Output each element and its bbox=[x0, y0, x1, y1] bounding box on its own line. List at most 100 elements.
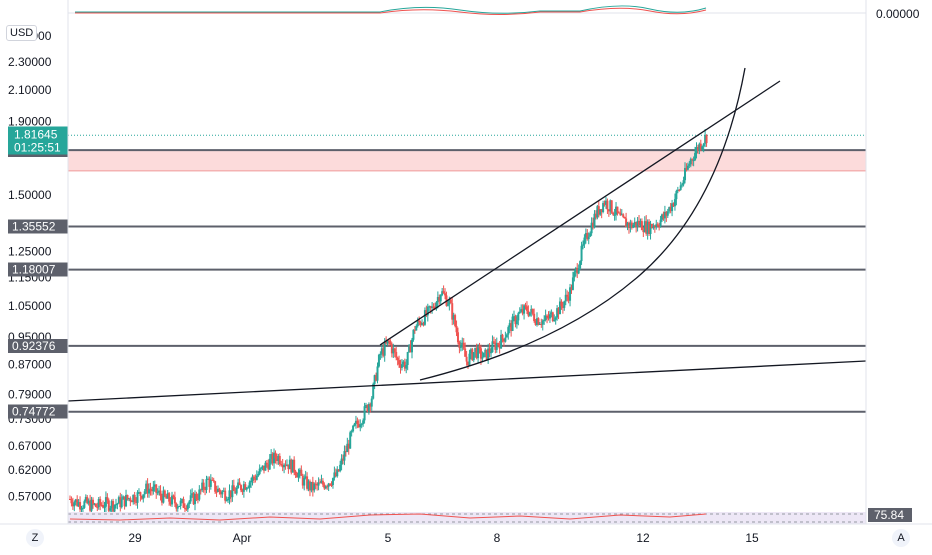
level-tag-bg bbox=[8, 262, 68, 277]
candle-body bbox=[79, 502, 82, 510]
candle-body bbox=[507, 327, 510, 335]
candle-body bbox=[583, 237, 586, 245]
candle-body bbox=[515, 320, 518, 325]
candle-body bbox=[254, 478, 257, 480]
candle-body bbox=[684, 167, 687, 181]
candle-body bbox=[487, 348, 490, 360]
candle-body bbox=[388, 340, 390, 342]
candle-body bbox=[71, 503, 74, 507]
x-tick-label: 12 bbox=[636, 531, 650, 545]
candle-body bbox=[574, 267, 577, 273]
candle-body bbox=[333, 472, 336, 479]
candle-body bbox=[340, 458, 343, 465]
candle-body bbox=[83, 501, 86, 508]
candle-body bbox=[294, 471, 297, 476]
candle-body bbox=[655, 224, 658, 228]
candle-body bbox=[188, 501, 191, 505]
current-price-value: 1.81645 bbox=[14, 127, 58, 141]
candle-body bbox=[227, 498, 230, 501]
candle-body bbox=[90, 499, 93, 511]
candle-body bbox=[642, 230, 645, 233]
candle-body bbox=[166, 493, 169, 499]
candle-body bbox=[425, 310, 428, 316]
candle-body bbox=[449, 299, 452, 304]
candle-body bbox=[615, 206, 618, 215]
candle-body bbox=[675, 190, 678, 200]
candle-body bbox=[398, 360, 401, 365]
z-toggle-button[interactable]: Z bbox=[26, 529, 44, 547]
candle-body bbox=[679, 185, 682, 190]
candle-body bbox=[521, 309, 524, 314]
candle-body bbox=[287, 464, 290, 470]
candle-body bbox=[686, 165, 689, 170]
candle-body bbox=[702, 143, 705, 147]
candle-body bbox=[396, 357, 399, 361]
candle-body bbox=[541, 320, 544, 325]
candle-body bbox=[281, 465, 284, 468]
candle-body bbox=[510, 323, 513, 331]
candle-body bbox=[308, 481, 311, 491]
candle-body bbox=[224, 490, 227, 501]
candle-body bbox=[143, 491, 146, 495]
candle-body bbox=[214, 481, 217, 492]
level-tag-bg bbox=[8, 219, 68, 234]
candle-body bbox=[135, 501, 138, 503]
candle-body bbox=[415, 326, 418, 331]
candle-body bbox=[536, 318, 539, 325]
candle-body bbox=[196, 499, 199, 501]
candle-body bbox=[376, 366, 379, 381]
candle-body bbox=[140, 495, 143, 499]
candle-body bbox=[544, 315, 547, 320]
candle-body bbox=[418, 320, 421, 323]
candle-body bbox=[327, 483, 330, 487]
candle-body bbox=[455, 325, 458, 333]
candle-body bbox=[607, 209, 610, 212]
candle-body bbox=[665, 211, 668, 216]
candle-body bbox=[548, 314, 551, 319]
candle-body bbox=[69, 499, 71, 501]
currency-label[interactable]: USD bbox=[6, 25, 38, 41]
candle-body bbox=[126, 494, 129, 499]
candle-body bbox=[385, 342, 388, 344]
candle-body bbox=[403, 361, 406, 369]
candle-body bbox=[321, 480, 324, 485]
candle-body bbox=[77, 502, 80, 506]
candle-body bbox=[646, 221, 649, 234]
candle-body bbox=[571, 277, 574, 290]
candle-body bbox=[497, 343, 500, 345]
candle-body bbox=[87, 500, 90, 504]
level-tag-text: 1.35552 bbox=[12, 219, 56, 233]
candle-body bbox=[370, 398, 373, 407]
candle-body bbox=[89, 500, 92, 511]
candle-body bbox=[494, 342, 497, 350]
candle-body bbox=[402, 361, 405, 365]
candle-body bbox=[319, 482, 322, 484]
candle-body bbox=[682, 180, 685, 185]
candle-body bbox=[274, 452, 277, 459]
candle-body bbox=[103, 506, 106, 508]
candle-body bbox=[114, 504, 117, 506]
candle-body bbox=[390, 344, 393, 354]
candle-body bbox=[94, 503, 97, 507]
candle-body bbox=[218, 488, 221, 492]
candle-body bbox=[626, 222, 629, 228]
candle-body bbox=[104, 497, 107, 507]
candle-body bbox=[467, 361, 470, 366]
candle-body bbox=[262, 465, 265, 471]
candle-body bbox=[195, 493, 198, 500]
x-tick-label: 5 bbox=[385, 531, 392, 545]
auto-scale-button[interactable]: A bbox=[892, 529, 910, 547]
candle-body bbox=[306, 476, 309, 489]
candle-body bbox=[579, 261, 582, 269]
candle-body bbox=[436, 297, 439, 303]
candle-body bbox=[142, 494, 145, 499]
candle-body bbox=[251, 476, 254, 481]
candle-body bbox=[74, 499, 77, 503]
x-tick-label: Apr bbox=[233, 531, 252, 545]
candle-body bbox=[546, 315, 549, 318]
candle-body bbox=[250, 480, 253, 483]
candle-body bbox=[629, 222, 632, 228]
top-indicator-pane bbox=[68, 0, 866, 17]
